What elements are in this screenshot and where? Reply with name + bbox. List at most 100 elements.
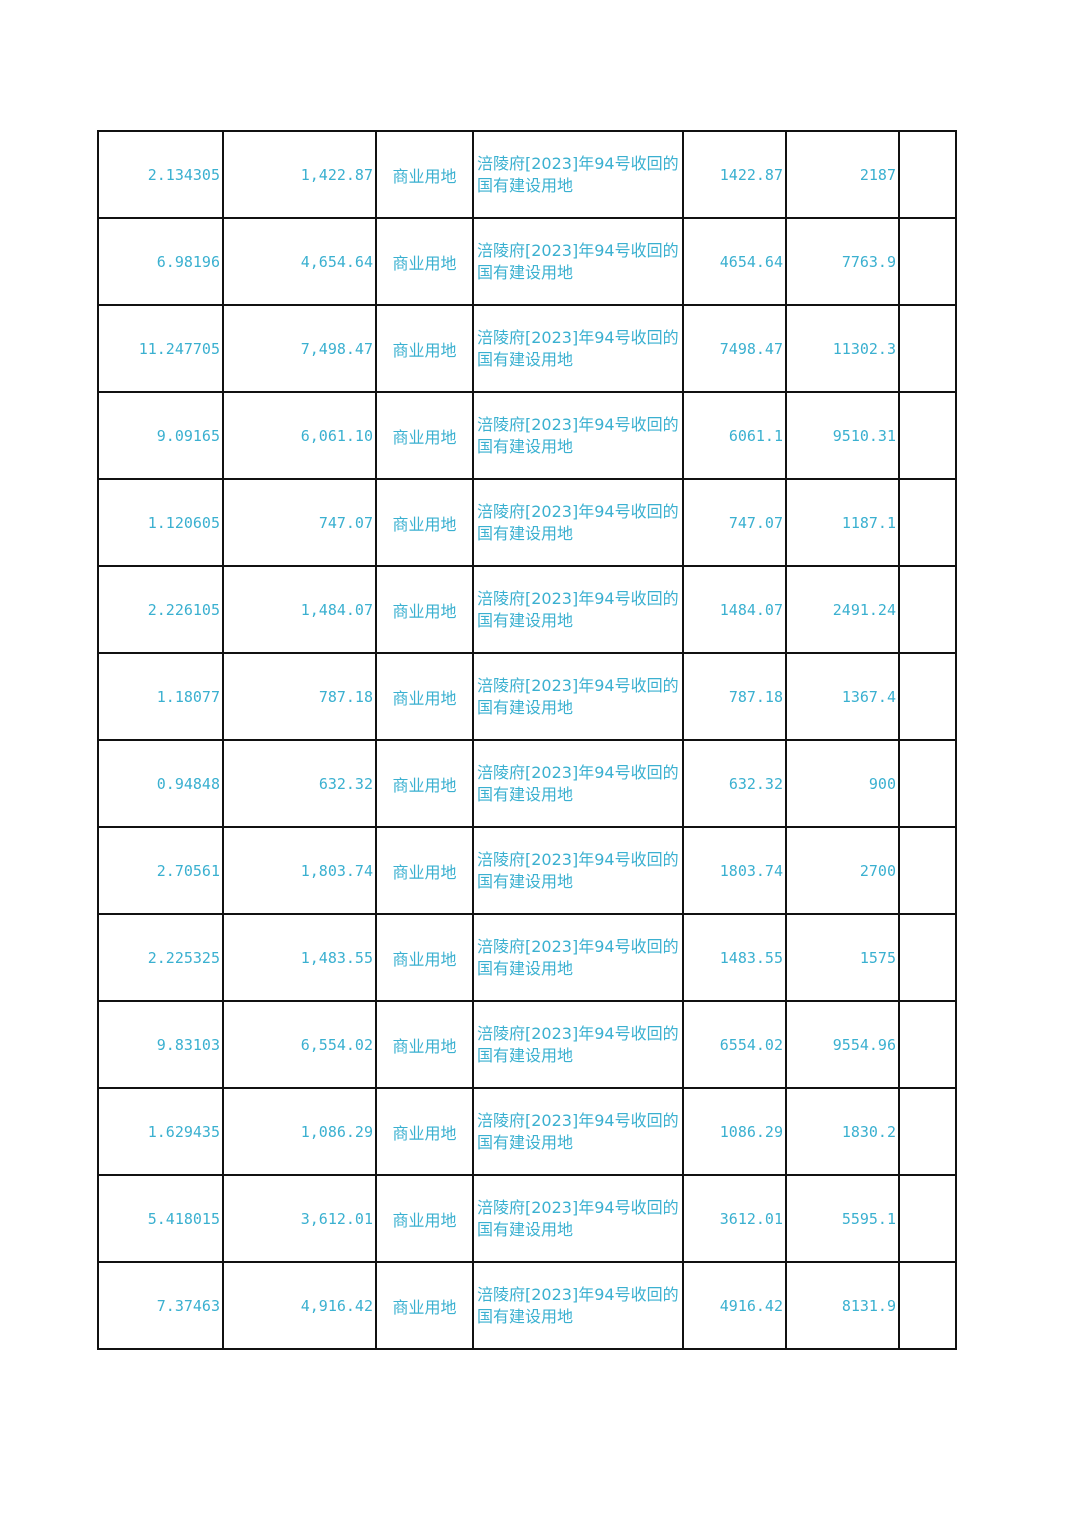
table-row: 1.18077 787.18 商业用地 涪陵府[2023]年94号收回的国有建设用地 7… <box>97 652 957 741</box>
area-sqm-cell: 1,803.74 <box>222 826 377 915</box>
area-sqm-cell: 7,498.47 <box>222 304 377 393</box>
land-table: 2.134305 1,422.87 商业用地 涪陵府[2023]年94号收回的国有建设… <box>97 130 957 1350</box>
area-hectare-cell: 11.247705 <box>97 304 224 393</box>
area-sqm-cell: 1,484.07 <box>222 565 377 654</box>
land-use-cell: 商业用地 <box>375 1261 474 1350</box>
land-use-cell: 商业用地 <box>375 739 474 828</box>
table-row: 5.418015 3,612.01 商业用地 涪陵府[2023]年94号收回的国有建设… <box>97 1174 957 1263</box>
land-use-cell: 商业用地 <box>375 130 474 219</box>
area-hectare-cell: 1.120605 <box>97 478 224 567</box>
area-sqm-cell: 4,916.42 <box>222 1261 377 1350</box>
amount-cell: 1830.2 <box>785 1087 900 1176</box>
land-use-cell: 商业用地 <box>375 1087 474 1176</box>
amount-cell: 2700 <box>785 826 900 915</box>
source-cell: 涪陵府[2023]年94号收回的国有建设用地 <box>472 1174 684 1263</box>
area-hectare-cell: 9.09165 <box>97 391 224 480</box>
area-sqm-cell: 787.18 <box>222 652 377 741</box>
area-cell: 4916.42 <box>682 1261 787 1350</box>
land-use-cell: 商业用地 <box>375 652 474 741</box>
amount-cell: 1187.1 <box>785 478 900 567</box>
area-sqm-cell: 1,483.55 <box>222 913 377 1002</box>
empty-cell <box>898 304 957 393</box>
source-cell: 涪陵府[2023]年94号收回的国有建设用地 <box>472 739 684 828</box>
empty-cell <box>898 478 957 567</box>
area-cell: 6554.02 <box>682 1000 787 1089</box>
empty-cell <box>898 1000 957 1089</box>
empty-cell <box>898 652 957 741</box>
empty-cell <box>898 391 957 480</box>
source-cell: 涪陵府[2023]年94号收回的国有建设用地 <box>472 1000 684 1089</box>
source-cell: 涪陵府[2023]年94号收回的国有建设用地 <box>472 217 684 306</box>
empty-cell <box>898 1174 957 1263</box>
source-cell: 涪陵府[2023]年94号收回的国有建设用地 <box>472 652 684 741</box>
area-hectare-cell: 1.629435 <box>97 1087 224 1176</box>
amount-cell: 5595.1 <box>785 1174 900 1263</box>
area-cell: 3612.01 <box>682 1174 787 1263</box>
area-hectare-cell: 0.94848 <box>97 739 224 828</box>
area-cell: 747.07 <box>682 478 787 567</box>
area-cell: 4654.64 <box>682 217 787 306</box>
source-cell: 涪陵府[2023]年94号收回的国有建设用地 <box>472 913 684 1002</box>
area-sqm-cell: 3,612.01 <box>222 1174 377 1263</box>
source-cell: 涪陵府[2023]年94号收回的国有建设用地 <box>472 130 684 219</box>
table-row: 7.37463 4,916.42 商业用地 涪陵府[2023]年94号收回的国有建设用… <box>97 1261 957 1350</box>
area-hectare-cell: 2.225325 <box>97 913 224 1002</box>
amount-cell: 2491.24 <box>785 565 900 654</box>
table-row: 2.70561 1,803.74 商业用地 涪陵府[2023]年94号收回的国有建设用… <box>97 826 957 915</box>
empty-cell <box>898 1261 957 1350</box>
area-cell: 632.32 <box>682 739 787 828</box>
area-cell: 787.18 <box>682 652 787 741</box>
source-cell: 涪陵府[2023]年94号收回的国有建设用地 <box>472 304 684 393</box>
area-sqm-cell: 1,422.87 <box>222 130 377 219</box>
empty-cell <box>898 565 957 654</box>
land-use-cell: 商业用地 <box>375 478 474 567</box>
table-row: 2.226105 1,484.07 商业用地 涪陵府[2023]年94号收回的国有建设… <box>97 565 957 654</box>
amount-cell: 9510.31 <box>785 391 900 480</box>
empty-cell <box>898 739 957 828</box>
area-sqm-cell: 747.07 <box>222 478 377 567</box>
amount-cell: 7763.9 <box>785 217 900 306</box>
area-sqm-cell: 6,061.10 <box>222 391 377 480</box>
source-cell: 涪陵府[2023]年94号收回的国有建设用地 <box>472 1087 684 1176</box>
area-hectare-cell: 9.83103 <box>97 1000 224 1089</box>
source-cell: 涪陵府[2023]年94号收回的国有建设用地 <box>472 391 684 480</box>
area-hectare-cell: 7.37463 <box>97 1261 224 1350</box>
land-use-cell: 商业用地 <box>375 217 474 306</box>
land-use-cell: 商业用地 <box>375 826 474 915</box>
table-row: 11.247705 7,498.47 商业用地 涪陵府[2023]年94号收回的国有建… <box>97 304 957 393</box>
area-hectare-cell: 1.18077 <box>97 652 224 741</box>
area-sqm-cell: 6,554.02 <box>222 1000 377 1089</box>
empty-cell <box>898 913 957 1002</box>
amount-cell: 1367.4 <box>785 652 900 741</box>
land-use-cell: 商业用地 <box>375 913 474 1002</box>
area-sqm-cell: 1,086.29 <box>222 1087 377 1176</box>
area-hectare-cell: 5.418015 <box>97 1174 224 1263</box>
table-row: 9.09165 6,061.10 商业用地 涪陵府[2023]年94号收回的国有建设用… <box>97 391 957 480</box>
source-cell: 涪陵府[2023]年94号收回的国有建设用地 <box>472 1261 684 1350</box>
land-use-cell: 商业用地 <box>375 1000 474 1089</box>
empty-cell <box>898 217 957 306</box>
land-use-cell: 商业用地 <box>375 391 474 480</box>
area-hectare-cell: 2.134305 <box>97 130 224 219</box>
land-use-cell: 商业用地 <box>375 565 474 654</box>
empty-cell <box>898 826 957 915</box>
empty-cell <box>898 1087 957 1176</box>
amount-cell: 11302.3 <box>785 304 900 393</box>
table-body: 2.134305 1,422.87 商业用地 涪陵府[2023]年94号收回的国有建设… <box>97 130 957 1350</box>
table-row: 1.629435 1,086.29 商业用地 涪陵府[2023]年94号收回的国有建设… <box>97 1087 957 1176</box>
area-cell: 1086.29 <box>682 1087 787 1176</box>
amount-cell: 900 <box>785 739 900 828</box>
table-row: 0.94848 632.32 商业用地 涪陵府[2023]年94号收回的国有建设用地 6… <box>97 739 957 828</box>
source-cell: 涪陵府[2023]年94号收回的国有建设用地 <box>472 478 684 567</box>
area-cell: 1483.55 <box>682 913 787 1002</box>
amount-cell: 1575 <box>785 913 900 1002</box>
area-cell: 1422.87 <box>682 130 787 219</box>
table-row: 1.120605 747.07 商业用地 涪陵府[2023]年94号收回的国有建设用地… <box>97 478 957 567</box>
amount-cell: 9554.96 <box>785 1000 900 1089</box>
area-sqm-cell: 632.32 <box>222 739 377 828</box>
amount-cell: 2187 <box>785 130 900 219</box>
source-cell: 涪陵府[2023]年94号收回的国有建设用地 <box>472 826 684 915</box>
land-use-cell: 商业用地 <box>375 1174 474 1263</box>
area-hectare-cell: 2.226105 <box>97 565 224 654</box>
area-hectare-cell: 6.98196 <box>97 217 224 306</box>
